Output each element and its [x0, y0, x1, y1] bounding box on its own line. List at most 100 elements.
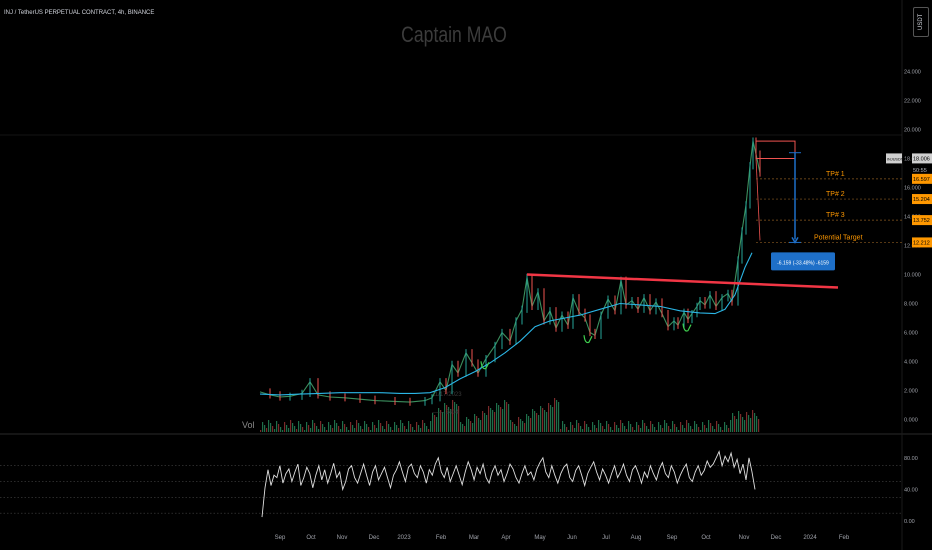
volume-bar	[524, 423, 526, 432]
volume-bar	[580, 426, 582, 432]
volume-bar	[534, 411, 536, 432]
volume-bar	[302, 427, 304, 432]
rsi-tick-label: 80.00	[904, 456, 918, 462]
volume-bar	[480, 420, 482, 432]
x-tick-label: Feb	[839, 535, 850, 541]
volume-bar	[690, 426, 692, 432]
volume-bar	[284, 422, 286, 432]
x-tick-label: Jun	[567, 535, 577, 541]
volume-bar	[550, 405, 552, 432]
volume-bar	[564, 424, 566, 432]
price-badge-box	[912, 173, 932, 184]
volume-bar	[418, 425, 420, 432]
volume-bar	[738, 411, 740, 432]
volume-bar	[670, 429, 672, 432]
price-tick-label: 2.000	[904, 389, 918, 395]
volume-bar	[364, 421, 366, 432]
volume-bar	[626, 429, 628, 432]
volume-bar	[722, 430, 724, 432]
volume-bar	[502, 409, 504, 432]
volume-bar	[692, 429, 694, 432]
volume-bar	[326, 430, 328, 432]
volume-bar	[664, 420, 666, 432]
entry-zone-box	[755, 140, 796, 160]
price-tick-label: 4.000	[904, 360, 918, 366]
volume-bar	[498, 405, 500, 432]
volume-bar	[604, 429, 606, 432]
volume-bar	[656, 430, 658, 432]
volume-bar	[706, 428, 708, 432]
volume-bar	[608, 424, 610, 432]
volume-bar	[646, 426, 648, 432]
price-candles	[269, 137, 761, 406]
resistance-trendline	[526, 273, 839, 289]
price-badge-box	[912, 194, 932, 205]
volume-bar	[566, 427, 568, 432]
x-tick-label: Dec	[369, 535, 380, 541]
volume-bar	[320, 421, 322, 432]
volume-bar	[316, 426, 318, 432]
volume-bar	[752, 410, 754, 432]
volume-bar	[500, 407, 502, 432]
volume-bar	[312, 420, 314, 432]
volume-bar	[718, 424, 720, 432]
volume-bar	[322, 424, 324, 432]
currency-button[interactable]: USDT	[913, 7, 929, 37]
volume-bar	[294, 426, 296, 432]
volume-bar	[742, 417, 744, 432]
x-tick-label: 2023	[397, 535, 411, 541]
volume-bar	[658, 422, 660, 432]
volume-bar	[522, 421, 524, 432]
target-label: TP# 2	[826, 191, 845, 198]
volume-bar	[300, 424, 302, 432]
x-tick-label: Mar	[469, 535, 479, 541]
volume-bar	[426, 426, 428, 432]
x-tick-label: Nov	[739, 535, 750, 541]
volume-bar	[376, 428, 378, 432]
volume-bar	[380, 423, 382, 432]
volume-bar	[644, 423, 646, 432]
volume-bar	[478, 418, 480, 432]
volume-bar	[736, 419, 738, 432]
volume-bar	[432, 413, 434, 432]
volume-bar	[632, 427, 634, 432]
volume-bar	[388, 424, 390, 432]
volume-bar	[554, 398, 556, 432]
volume-bar	[640, 428, 642, 432]
price-tick-label: 0.000	[904, 418, 918, 424]
x-tick-label: Sep	[275, 535, 286, 541]
volume-bar	[508, 404, 510, 432]
volume-bar	[662, 428, 664, 432]
volume-bar	[472, 423, 474, 432]
volume-bar	[642, 420, 644, 432]
volume-bar	[532, 409, 534, 432]
volume-bar	[714, 429, 716, 432]
x-tick-label: May	[534, 535, 545, 541]
volume-bar	[308, 425, 310, 432]
volume-bar	[754, 413, 756, 432]
volume-bar	[486, 415, 488, 432]
volume-bar	[708, 420, 710, 432]
volume-bar	[410, 424, 412, 432]
volume-bar	[430, 421, 432, 432]
volume-bar	[392, 430, 394, 432]
symbol-title: INJ / TetherUS PERPETUAL CONTRACT, 4h, B…	[4, 10, 155, 16]
x-tick-label: 2024	[803, 535, 817, 541]
price-badge: 13.752	[913, 218, 930, 224]
volume-bar	[578, 423, 580, 432]
volume-bar	[620, 420, 622, 432]
volume-bars	[260, 398, 760, 432]
volume-bar	[582, 429, 584, 432]
volume-bar	[654, 427, 656, 432]
volume-bar	[348, 430, 350, 432]
volume-bar	[510, 420, 512, 432]
volume-bar	[494, 412, 496, 432]
volume-bar	[402, 423, 404, 432]
volume-bar	[552, 407, 554, 432]
volume-bar	[636, 422, 638, 432]
volume-bar	[506, 402, 508, 432]
bounce-hook-arrow	[583, 335, 593, 344]
volume-bar	[374, 425, 376, 432]
volume-bar	[276, 421, 278, 432]
